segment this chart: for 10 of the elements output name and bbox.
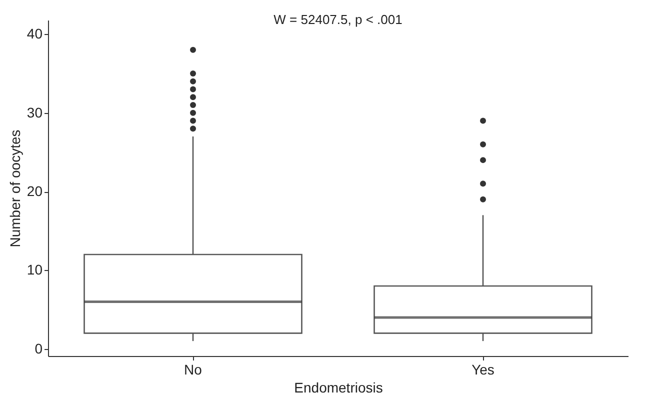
y-tick-label: 30: [26, 104, 43, 120]
y-tick-label: 20: [26, 183, 43, 200]
y-axis-title: Number of oocytes: [6, 130, 23, 248]
x-tick-label: No: [184, 362, 202, 378]
y-tick-label: 10: [26, 262, 43, 278]
y-tick-label: 0: [34, 340, 43, 356]
x-tick-label: Yes: [472, 362, 494, 378]
y-tick-label: 40: [26, 26, 43, 42]
annotation: W = 52407.5, p < .001: [274, 12, 402, 27]
x-axis-title: Endometriosis: [294, 380, 383, 396]
